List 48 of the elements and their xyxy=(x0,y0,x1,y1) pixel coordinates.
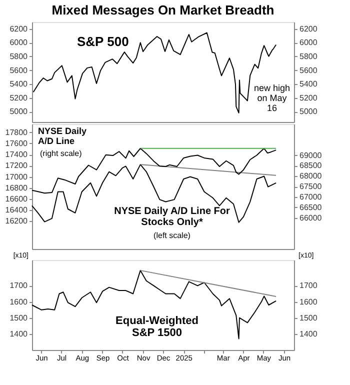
y2-tick-label: 66500 xyxy=(300,202,322,212)
y-tick-label: 1700 xyxy=(10,281,28,290)
text: NYSE Daily A/D Line xyxy=(38,126,87,146)
y-tick-label: 5200 xyxy=(10,93,28,102)
y-tick-label: 17000 xyxy=(5,172,28,182)
y2-tick-label: 69000 xyxy=(300,150,322,160)
series-label: S&P 500 xyxy=(77,34,129,49)
text: Equal-Weighted S&P 1500 xyxy=(116,315,198,339)
y2-tick-label: 6000 xyxy=(300,38,318,48)
series-label: NYSE Daily A/D Line For Stocks Only* xyxy=(114,206,230,228)
line-series xyxy=(32,270,277,340)
y-tick-label: 17200 xyxy=(5,161,28,170)
y2-tick-label: 1600 xyxy=(300,297,318,306)
y2-tick-label: 66000 xyxy=(300,213,322,222)
y-tick-label: 1600 xyxy=(10,297,28,306)
y-tick-label: 5000 xyxy=(10,107,28,116)
y-tick-label: 6200 xyxy=(10,24,28,34)
line-series xyxy=(32,148,277,194)
y2-tick-label: 1500 xyxy=(300,313,318,322)
y2-tick-label: 5400 xyxy=(300,80,318,89)
y-tick-label: 16800 xyxy=(5,183,28,192)
annotation: new high on May 16 xyxy=(254,83,290,113)
y-tick-label: 17800 xyxy=(5,128,28,137)
annotation: (left scale) xyxy=(154,231,191,240)
y-tick-label: 1500 xyxy=(10,313,28,322)
annotation: (right scale) xyxy=(40,149,82,158)
chart-title: Mixed Messages On Market Breadth xyxy=(52,2,274,18)
y-tick-label: 5800 xyxy=(10,52,28,61)
y2-tick-label: 68000 xyxy=(300,172,322,181)
y2-tick-label: 68500 xyxy=(300,161,322,170)
y-tick-label: 16600 xyxy=(5,194,28,204)
y2-tick-label: 5000 xyxy=(300,107,318,116)
y2-tick-label: 1700 xyxy=(300,281,318,290)
y-tick-label: 5400 xyxy=(10,80,28,89)
y-tick-label: 17600 xyxy=(5,138,28,148)
y-tick-label: 16200 xyxy=(5,216,28,226)
y-tick-label: 5600 xyxy=(10,66,28,75)
y-tick-label: 1400 xyxy=(10,329,28,338)
y-tick-label: 17400 xyxy=(5,150,28,160)
y-tick-label: 16400 xyxy=(5,206,28,215)
y2-tick-label: 5200 xyxy=(300,93,318,102)
y2-tick-label: 5600 xyxy=(300,66,318,75)
y2-tick-label: 67500 xyxy=(300,182,322,191)
y2-tick-label: 5800 xyxy=(300,52,318,61)
y2-tick-label: 1400 xyxy=(300,329,318,338)
y-tick-label: 6000 xyxy=(10,38,28,48)
y2-tick-label: 67000 xyxy=(300,192,322,202)
y2-tick-label: 6200 xyxy=(300,24,318,34)
